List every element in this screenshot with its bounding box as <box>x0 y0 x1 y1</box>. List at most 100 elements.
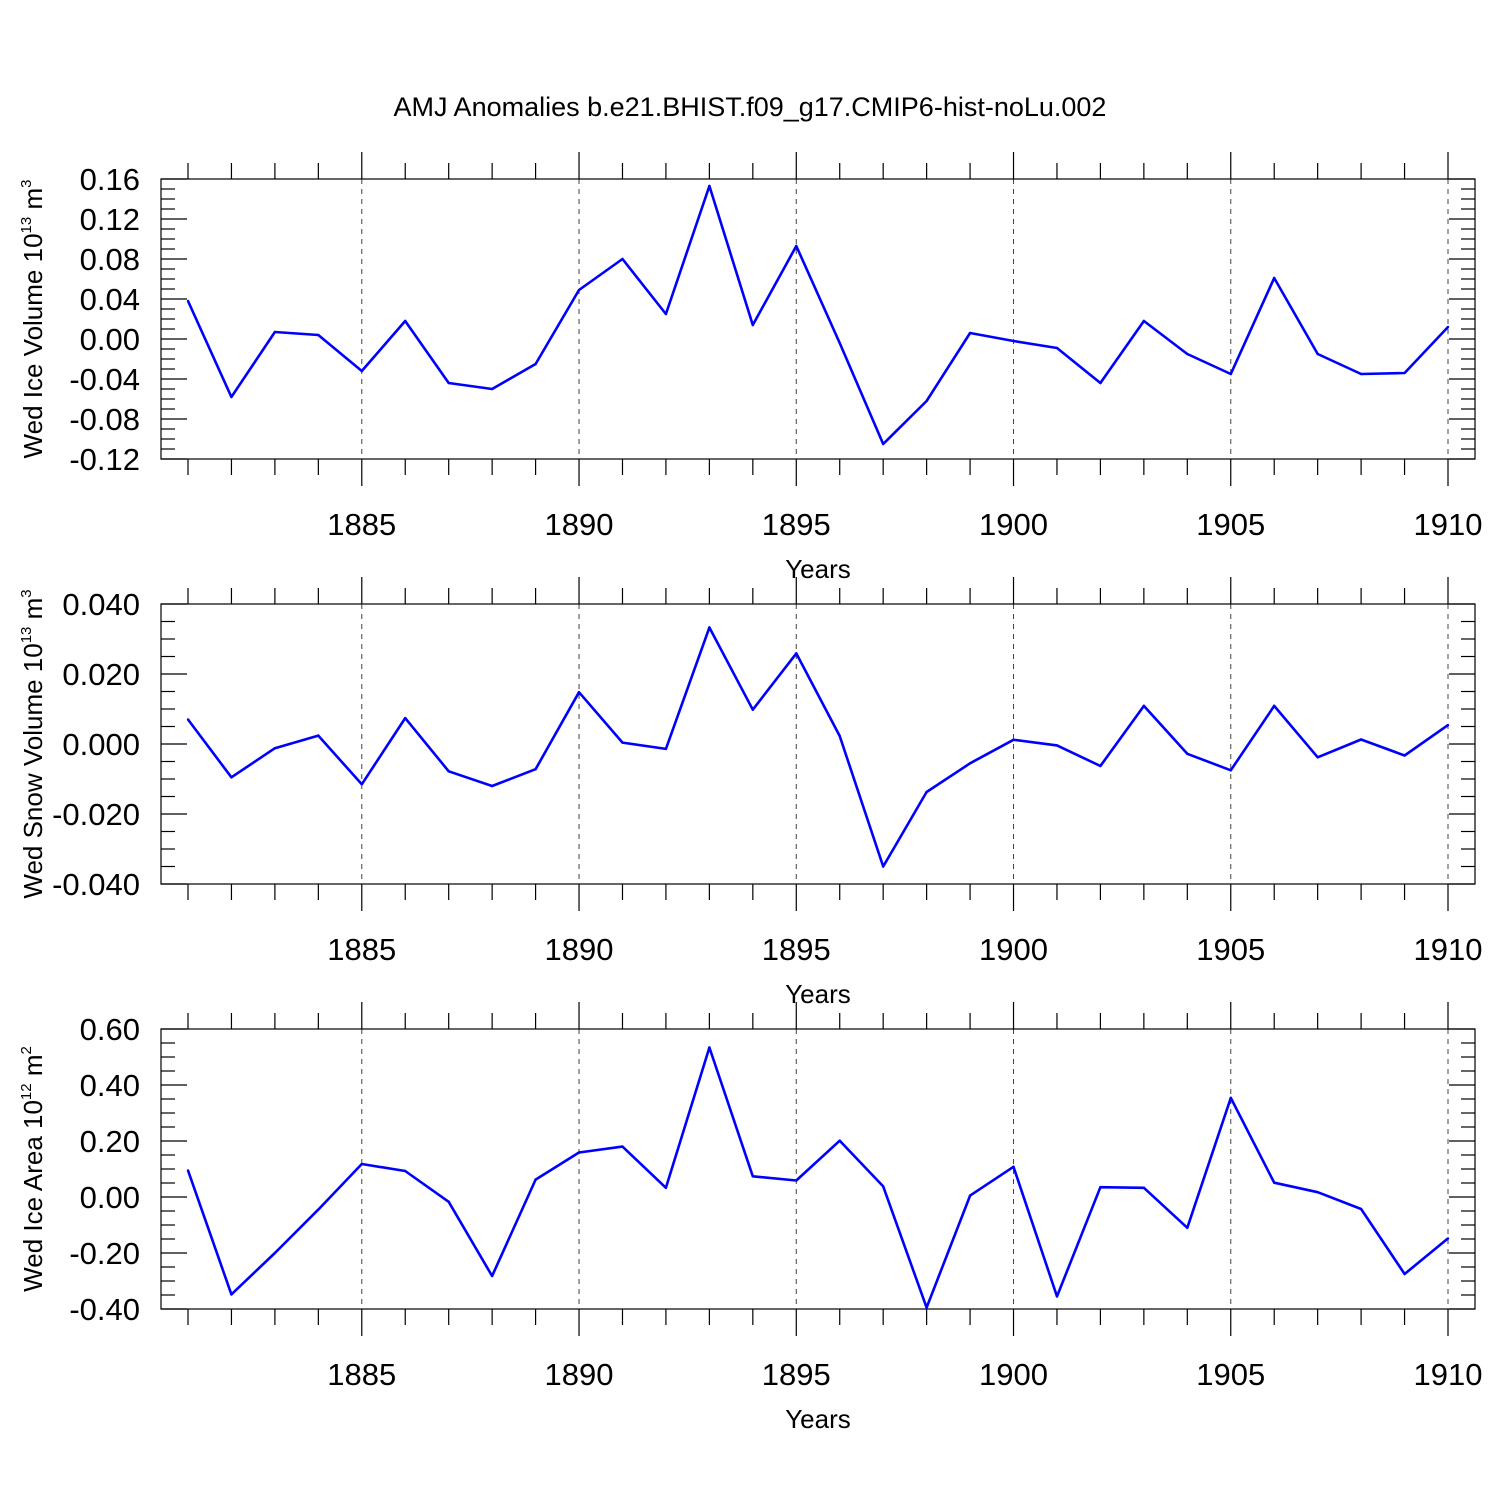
data-point <box>273 330 277 334</box>
data-point <box>795 1179 798 1182</box>
data-point <box>1229 769 1232 772</box>
data-point <box>1186 1226 1189 1230</box>
data-point <box>534 1178 537 1181</box>
data-point <box>1446 1237 1450 1240</box>
data-point <box>1316 756 1319 759</box>
y-tick-label: 0.020 <box>62 657 140 692</box>
data-point <box>1403 1272 1406 1276</box>
data-point <box>230 395 233 399</box>
data-point <box>621 1145 624 1148</box>
data-point <box>708 184 711 188</box>
data-point <box>404 1169 407 1173</box>
data-point <box>1446 325 1450 329</box>
series-line <box>186 1046 1449 1309</box>
x-tick-label: 1905 <box>1196 932 1265 967</box>
y-tick-label: 0.40 <box>80 1068 140 1103</box>
panel-3: 0.60 0.40 0.20 0.00 -0.20 -0.40 1885 1890 1895 19… <box>18 1002 1482 1434</box>
data-point <box>1359 1207 1363 1211</box>
data-point <box>490 387 494 391</box>
data-point <box>838 1139 841 1142</box>
data-point <box>1403 754 1406 757</box>
y-tick-label: -0.020 <box>52 797 140 832</box>
data-point <box>577 1151 581 1154</box>
y-tick-label: 0.000 <box>62 727 140 762</box>
data-point <box>317 1208 320 1211</box>
y-tick-label: 0.16 <box>80 162 140 197</box>
panel-1: 0.16 0.12 0.08 0.04 0.00 -0.04 -0.08 -0.12 1885 1… <box>18 152 1482 584</box>
data-point <box>1142 704 1146 708</box>
data-point <box>577 691 581 694</box>
data-point <box>1142 319 1146 323</box>
data-point <box>751 708 755 711</box>
data-point <box>795 652 798 655</box>
data-point <box>273 1251 277 1255</box>
data-point <box>1012 738 1015 741</box>
data-point <box>1403 371 1406 375</box>
y-tick-label: -0.040 <box>52 867 140 902</box>
data-point <box>1055 346 1059 350</box>
data-point <box>1055 1295 1059 1298</box>
data-point <box>664 312 668 316</box>
data-point <box>447 381 450 385</box>
data-point <box>273 747 277 750</box>
y-axis-title: Wed Ice Volume 1013 m3 <box>18 180 48 459</box>
series-line <box>186 626 1449 868</box>
data-point <box>1316 352 1319 356</box>
data-point <box>317 734 320 737</box>
chart-title: AMJ Anomalies b.e21.BHIST.f09_g17.CMIP6-… <box>394 92 1107 122</box>
data-point <box>1142 1186 1146 1189</box>
data-point <box>577 288 581 292</box>
data-point <box>360 1162 363 1166</box>
data-point <box>708 626 711 629</box>
data-point <box>490 1274 494 1278</box>
data-point <box>534 362 537 366</box>
data-point <box>1273 1181 1276 1184</box>
panel-2: 0.040 0.020 0.000 -0.020 -0.040 1885 1890 1895 1… <box>18 577 1482 1009</box>
y-tick-label: -0.04 <box>69 362 140 397</box>
x-tick-label: 1910 <box>1414 507 1483 542</box>
data-point <box>447 770 450 773</box>
y-axis-title: Wed Ice Area 1012 m2 <box>18 1046 48 1292</box>
data-point <box>621 257 624 261</box>
data-point <box>1229 1096 1232 1100</box>
y-tick-label: 0.20 <box>80 1124 140 1159</box>
data-point <box>1359 372 1363 376</box>
data-point <box>751 1175 755 1178</box>
data-point <box>186 1169 190 1172</box>
x-tick-label: 1900 <box>979 1357 1048 1392</box>
y-tick-label: -0.20 <box>69 1236 140 1271</box>
x-axis-title: Years <box>785 554 851 584</box>
y-tick-label: -0.40 <box>69 1292 140 1327</box>
data-point <box>1446 723 1450 727</box>
data-point <box>708 1046 711 1049</box>
x-tick-label: 1885 <box>327 1357 396 1392</box>
data-point <box>447 1200 450 1203</box>
y-tick-label: 0.040 <box>62 587 140 622</box>
x-tick-label: 1890 <box>545 1357 614 1392</box>
x-tick-label: 1895 <box>762 1357 831 1392</box>
x-tick-label: 1885 <box>327 932 396 967</box>
data-point <box>968 762 972 765</box>
data-point <box>968 1194 972 1197</box>
x-tick-label: 1890 <box>545 507 614 542</box>
series-line <box>186 184 1449 446</box>
x-tick-label: 1885 <box>327 507 396 542</box>
data-point <box>838 734 841 738</box>
plot-frame <box>160 603 1476 885</box>
x-axis-title: Years <box>785 1404 851 1434</box>
data-point <box>1099 381 1102 385</box>
y-tick-label: 0.08 <box>80 242 140 277</box>
data-point <box>1316 1191 1319 1194</box>
data-point <box>1012 339 1015 343</box>
data-point <box>1273 704 1276 708</box>
x-tick-label: 1895 <box>762 932 831 967</box>
data-point <box>1012 1165 1015 1168</box>
data-point <box>1186 352 1189 356</box>
data-point <box>1359 738 1363 741</box>
x-tick-label: 1900 <box>979 932 1048 967</box>
data-point <box>925 1306 928 1309</box>
data-point <box>664 1186 668 1189</box>
x-tick-label: 1900 <box>979 507 1048 542</box>
data-point <box>186 718 190 721</box>
data-point <box>317 333 320 337</box>
